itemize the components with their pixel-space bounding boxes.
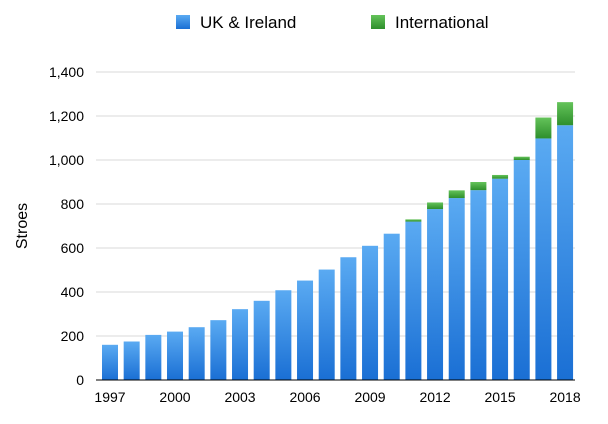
bar-segment-uk-ireland	[318, 269, 335, 380]
y-tick-label: 400	[61, 284, 85, 300]
bar-segment-uk-ireland	[297, 280, 314, 380]
x-tick-label: 1997	[94, 389, 125, 405]
bar-segment-uk-ireland	[145, 334, 162, 380]
bar-segment-uk-ireland	[340, 257, 357, 380]
y-tick-label: 800	[61, 196, 85, 212]
bar-segment-international	[535, 117, 552, 139]
x-tick-label: 2012	[419, 389, 450, 405]
bar-segment-uk-ireland	[513, 160, 530, 380]
bar-segment-international	[492, 174, 509, 179]
bar-segment-international	[448, 190, 465, 199]
x-tick-label: 2015	[484, 389, 515, 405]
bar-segment-uk-ireland	[383, 233, 400, 380]
bar-segment-uk-ireland	[448, 198, 465, 380]
bars	[102, 102, 574, 381]
bar-segment-uk-ireland	[470, 190, 487, 380]
x-tick-label: 2000	[159, 389, 190, 405]
bar-segment-uk-ireland	[188, 327, 205, 380]
bar-segment-uk-ireland	[362, 245, 379, 380]
x-tick-label: 2018	[549, 389, 580, 405]
bar-segment-uk-ireland	[492, 178, 509, 380]
bar-segment-uk-ireland	[557, 125, 574, 381]
legend-swatch-international	[371, 15, 385, 29]
x-tick-labels: 1997 2000 2003 2006 2009 2012 2015 2018	[94, 389, 580, 405]
bar-segment-uk-ireland	[123, 341, 140, 380]
legend-swatch-uk-ireland	[176, 15, 190, 29]
y-tick-label: 200	[61, 328, 85, 344]
y-tick-label: 1,200	[49, 108, 84, 124]
bar-segment-uk-ireland	[405, 221, 422, 380]
x-tick-label: 2006	[289, 389, 320, 405]
bar-segment-international	[513, 156, 530, 160]
gridlines	[96, 71, 575, 337]
y-tick-labels: 0 200 400 600 800 1,000 1,200 1,400	[49, 64, 84, 388]
y-tick-label: 0	[76, 372, 84, 388]
legend-label-international: International	[395, 13, 489, 32]
bar-segment-international	[427, 202, 444, 210]
legend: UK & Ireland International	[176, 13, 489, 32]
y-axis-title: Stroes	[14, 203, 31, 249]
bar-segment-uk-ireland	[232, 309, 249, 380]
bar-segment-uk-ireland	[253, 300, 270, 380]
bar-segment-uk-ireland	[275, 290, 292, 380]
x-tick-label: 2009	[354, 389, 385, 405]
y-tick-label: 600	[61, 240, 85, 256]
bar-segment-uk-ireland	[167, 331, 184, 380]
x-tick-label: 2003	[224, 389, 255, 405]
bar-segment-international	[405, 219, 422, 222]
bar-segment-uk-ireland	[102, 344, 118, 380]
bar-segment-uk-ireland	[427, 209, 444, 380]
y-tick-label: 1,400	[49, 64, 84, 80]
legend-label-uk-ireland: UK & Ireland	[200, 13, 296, 32]
bar-segment-uk-ireland	[535, 138, 552, 380]
y-tick-label: 1,000	[49, 152, 84, 168]
bar-segment-international	[557, 102, 574, 126]
bar-segment-uk-ireland	[210, 320, 227, 380]
bar-segment-international	[470, 182, 487, 191]
